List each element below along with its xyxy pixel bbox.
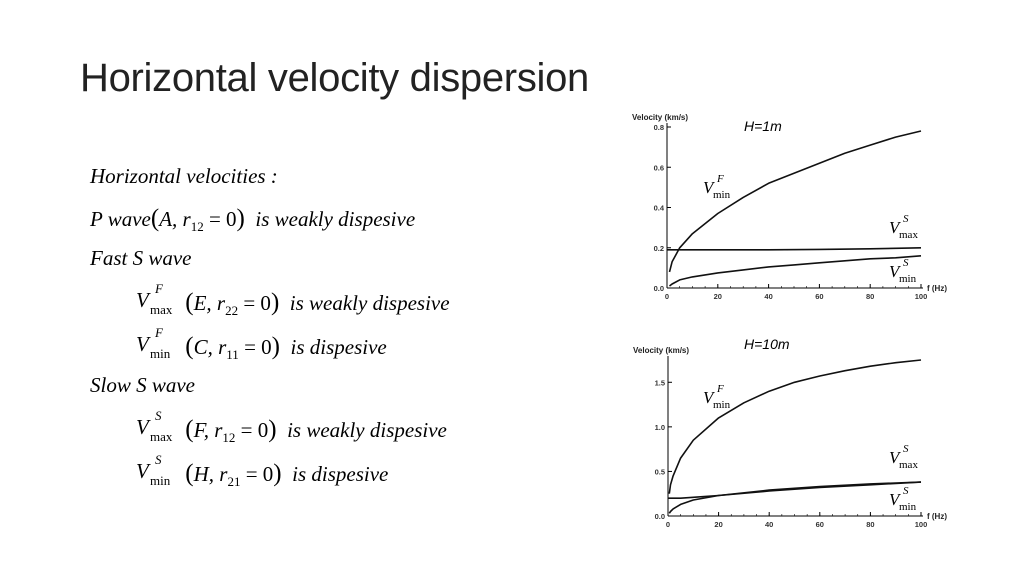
x-tick-label: 80 — [866, 520, 874, 529]
horizontal-velocities-heading: Horizontal velocities : — [90, 164, 278, 188]
p-wave-modulus: A — [159, 207, 173, 231]
series-line-1 — [667, 247, 922, 251]
vfmax-desc: is weakly dispesive — [289, 291, 450, 315]
y-tick-label: 1.0 — [655, 423, 665, 432]
slow-s-wave-heading: Slow S wave — [90, 373, 195, 397]
x-tick-label: 0 — [665, 292, 669, 300]
p-wave-label: P wave — [90, 207, 151, 231]
series-line-2 — [668, 481, 922, 514]
vsmax-desc: is weakly dispesive — [287, 418, 447, 442]
p-wave-r-sub: 12 — [190, 219, 204, 234]
y-axis-label: Velocity (km/s) — [633, 346, 689, 355]
vsmax-modulus: F — [193, 418, 204, 442]
x-tick-label: 80 — [866, 292, 874, 300]
y-axis-label: Velocity (km/s) — [632, 113, 688, 122]
x-tick-label: 100 — [915, 520, 928, 529]
y-tick-label: 0.4 — [654, 204, 665, 213]
p-wave-line: P wave(A, r12 = 0) is weakly dispesive — [90, 205, 416, 234]
x-tick-label: 20 — [714, 292, 722, 300]
y-tick-label: 0.8 — [654, 123, 664, 132]
y-tick-label: 0.6 — [654, 163, 664, 172]
series-line-0 — [668, 130, 922, 273]
vsmin-desc: is dispesive — [292, 462, 389, 486]
series-line-1 — [668, 481, 922, 499]
y-tick-label: 0.5 — [655, 467, 665, 476]
x-tick-label: 20 — [714, 520, 722, 529]
series-line-2 — [669, 255, 922, 287]
fast-s-wave-heading: Fast S wave — [90, 246, 192, 270]
vsmin-modulus: H — [193, 462, 209, 486]
vfmin-desc: is dispesive — [290, 335, 387, 359]
panel-label-h1m: H=1m — [744, 118, 782, 134]
y-tick-label: 0.0 — [655, 512, 665, 521]
y-tick-label: 0.2 — [654, 244, 664, 253]
x-axis-label: f (Hz) — [927, 284, 947, 293]
x-tick-label: 0 — [666, 520, 670, 529]
x-tick-label: 60 — [816, 520, 824, 529]
p-wave-desc: is weakly dispesive — [255, 207, 416, 231]
vfmax-modulus: E — [193, 291, 207, 315]
x-tick-label: 40 — [764, 292, 772, 300]
p-wave-eq: = 0 — [203, 207, 237, 231]
y-tick-label: 0.0 — [654, 284, 664, 293]
panel-label-h10m: H=10m — [744, 336, 790, 352]
vfmin-modulus: C — [193, 335, 208, 359]
page-title: Horizontal velocity dispersion — [80, 56, 590, 100]
velocity-chart-h10m: 0 20 40 60 80 100 0.0 0.5 1.0 1.5 Velocity (km/s) f… — [633, 346, 947, 529]
series-line-0 — [668, 359, 922, 494]
x-tick-label: 40 — [765, 520, 773, 529]
x-axis-label: f (Hz) — [927, 512, 947, 521]
x-tick-label: 100 — [915, 292, 928, 300]
x-tick-label: 60 — [815, 292, 823, 300]
p-wave-r: r — [182, 207, 191, 231]
y-tick-label: 1.5 — [655, 378, 665, 387]
